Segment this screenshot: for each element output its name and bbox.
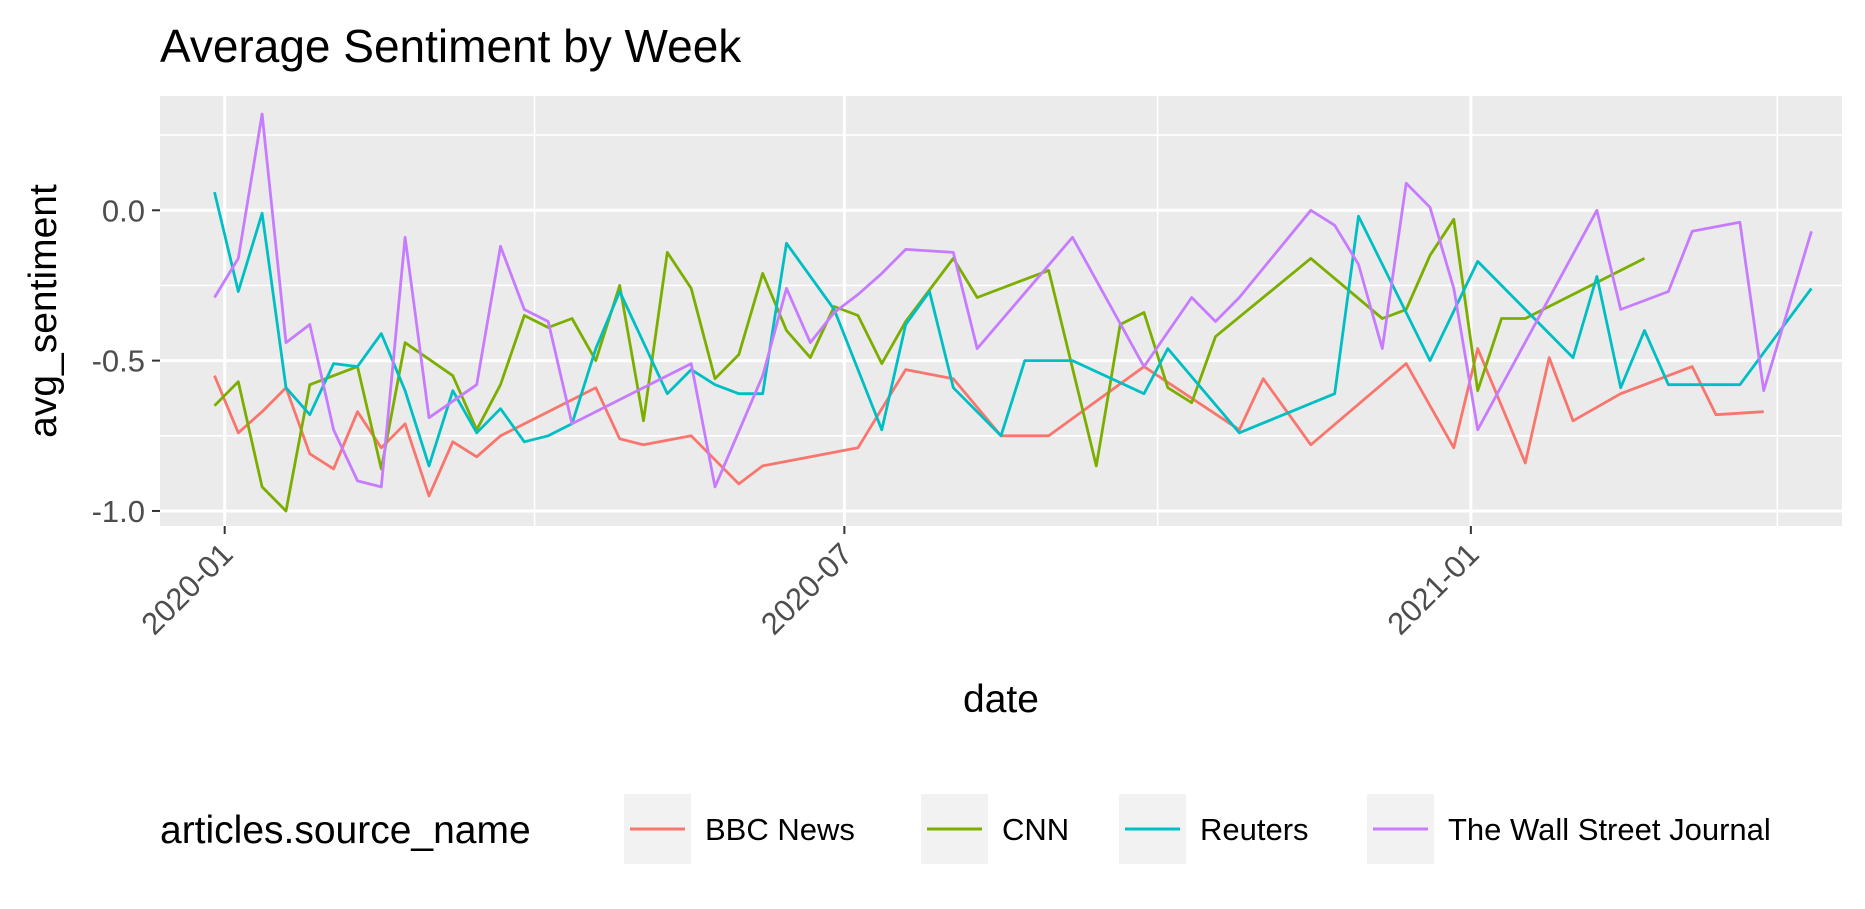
y-axis-title: avg_sentiment [22, 184, 65, 438]
grid-major [160, 96, 1842, 526]
x-axis-title: date [963, 678, 1039, 721]
chart-title: Average Sentiment by Week [160, 20, 742, 72]
legend-item-bbc-news: BBC News [624, 794, 855, 864]
x-tick-label: 2020-01 [134, 536, 239, 641]
plot-panel [160, 96, 1842, 526]
legend: articles.source_name BBC News CNN Reuters T… [160, 794, 1771, 864]
series-line-the-wall-street-journal [213, 112, 1813, 489]
x-tick-label: 2021-01 [1381, 536, 1486, 641]
series-line-bbc-news [213, 347, 1764, 498]
legend-item-cnn: CNN [921, 794, 1069, 864]
legend-item-the-wall-street-journal: The Wall Street Journal [1367, 794, 1771, 864]
legend-label: BBC News [705, 812, 855, 847]
y-axis: 0.0 -0.5 -1.0 [92, 193, 160, 529]
y-tick-label: 0.0 [102, 193, 145, 228]
x-tick-label: 2020-07 [754, 536, 859, 641]
legend-title: articles.source_name [160, 809, 531, 852]
legend-label: Reuters [1200, 812, 1309, 847]
x-axis: 2020-01 2020-07 2021-01 [134, 526, 1486, 641]
series-layer [213, 112, 1813, 513]
legend-label: CNN [1002, 812, 1069, 847]
y-tick-label: -1.0 [92, 494, 145, 529]
y-tick-label: -0.5 [92, 344, 145, 379]
series-line-cnn [213, 217, 1646, 513]
legend-item-reuters: Reuters [1119, 794, 1309, 864]
legend-label: The Wall Street Journal [1448, 812, 1771, 847]
legend-items: BBC News CNN Reuters The Wall Street Journa… [624, 794, 1771, 864]
